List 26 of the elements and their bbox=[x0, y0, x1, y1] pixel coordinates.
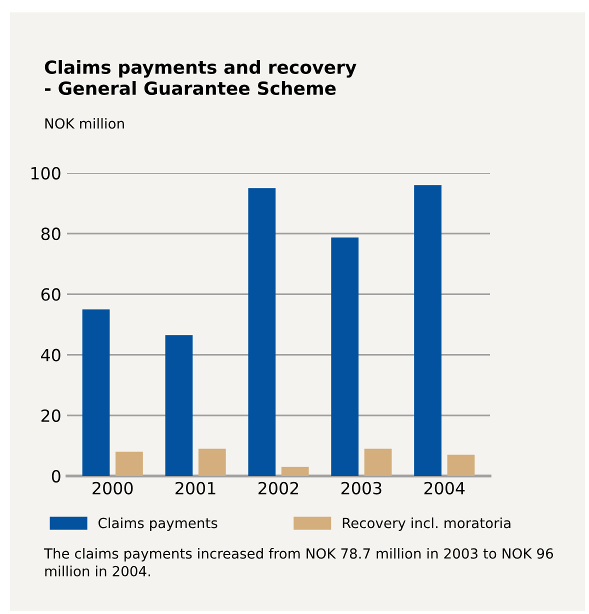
y-tick-label: 60 bbox=[41, 288, 60, 301]
y-tick-label: 0 bbox=[52, 470, 60, 483]
y-tick-label: 20 bbox=[41, 409, 60, 422]
bar bbox=[116, 452, 143, 476]
bar bbox=[248, 188, 276, 476]
x-tick-label: 2000 bbox=[92, 482, 133, 494]
x-tick-label: 2004 bbox=[424, 482, 465, 494]
bar bbox=[198, 448, 226, 476]
bar bbox=[82, 309, 110, 476]
y-tick-label: 40 bbox=[41, 348, 60, 362]
bar bbox=[331, 238, 359, 476]
text: The claims payments increased from NOK 78.7 million in 2003 to NOK 96 million in 2004. bbox=[44, 548, 554, 576]
legend-label: Recovery incl. moratoria bbox=[342, 518, 510, 531]
bar bbox=[364, 448, 392, 476]
y-tick-label: 100 bbox=[31, 166, 60, 180]
bar bbox=[414, 185, 442, 476]
y-tick-label: 80 bbox=[41, 228, 60, 240]
bar bbox=[447, 454, 475, 476]
bar bbox=[165, 335, 193, 476]
x-tick-label: 2002 bbox=[258, 482, 298, 494]
legend-label: Claims payments bbox=[98, 518, 218, 531]
x-tick-label: 2001 bbox=[176, 482, 216, 494]
x-tick-label: 2003 bbox=[341, 482, 382, 494]
y-axis-title: NOK million bbox=[45, 118, 124, 129]
bar bbox=[281, 466, 309, 476]
chart-title: Claims payments and recovery - General Guarantee Scheme bbox=[44, 60, 356, 96]
